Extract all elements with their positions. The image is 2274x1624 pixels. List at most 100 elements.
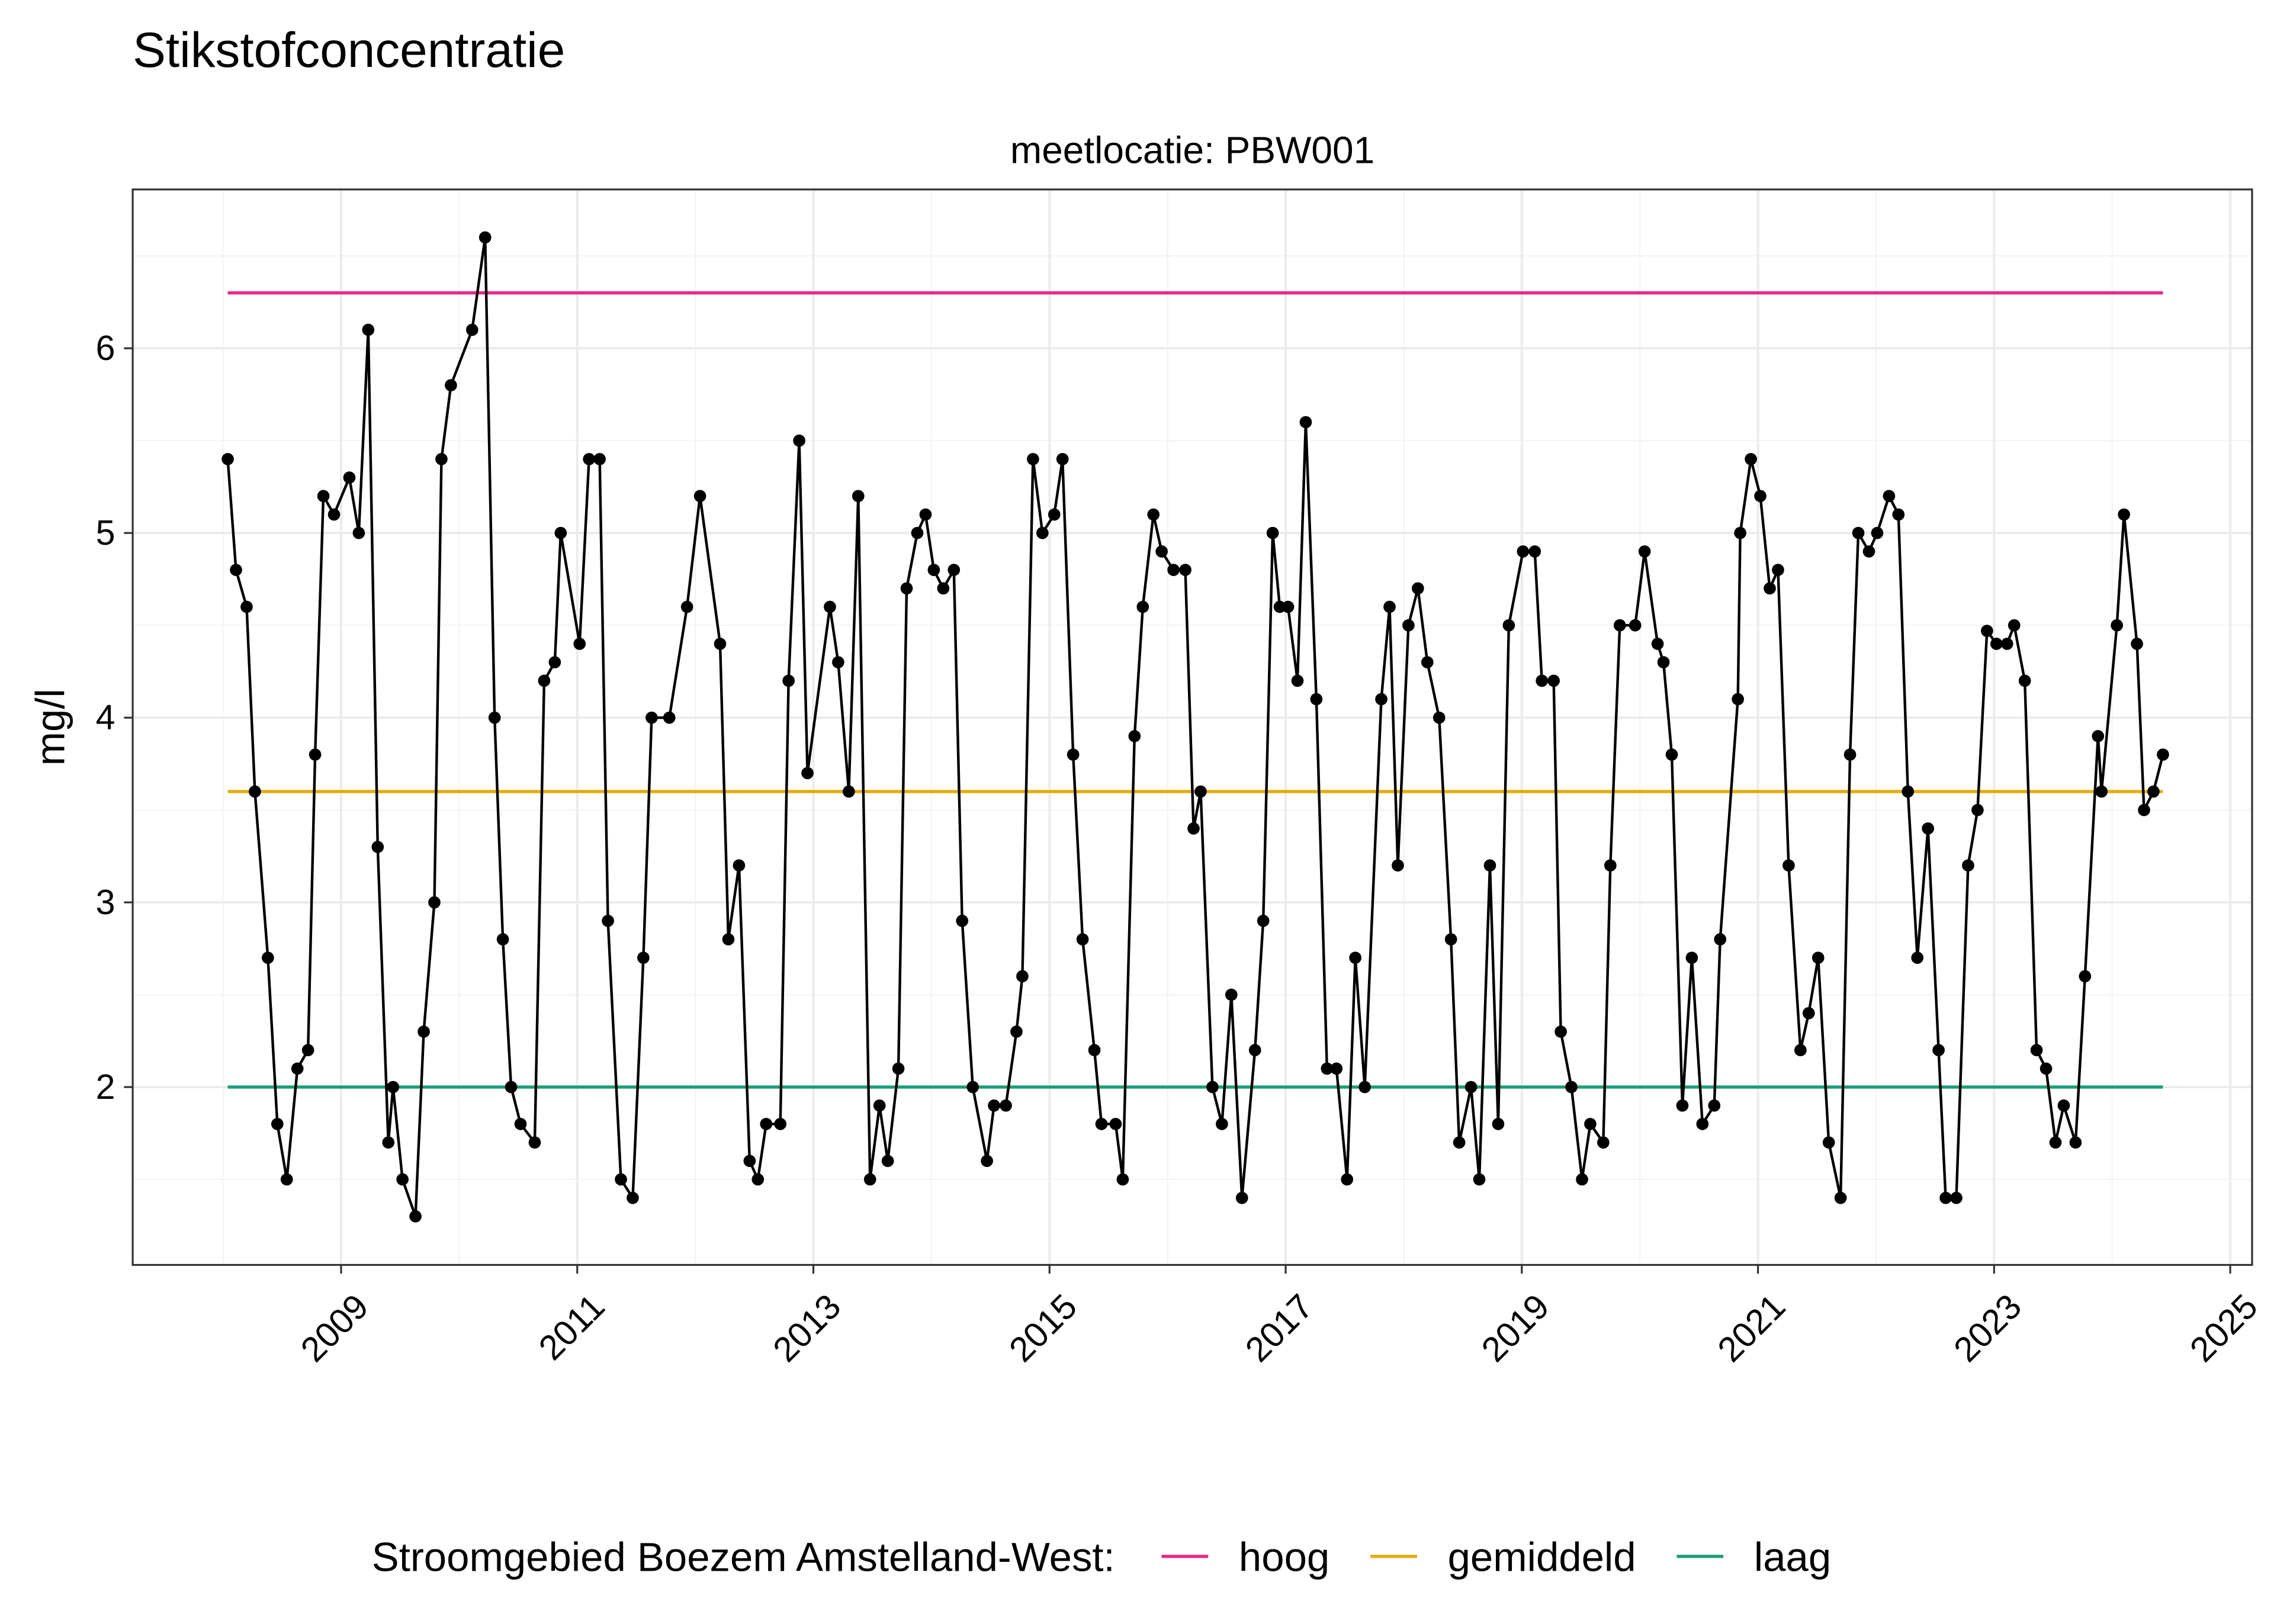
data-point (919, 508, 932, 521)
data-point (1852, 526, 1865, 539)
data-point (230, 564, 242, 576)
data-point (1330, 1062, 1343, 1075)
data-point (1638, 545, 1651, 558)
data-point (602, 914, 614, 927)
y-tick-label: 2 (96, 1067, 115, 1107)
data-point (428, 896, 441, 909)
data-point (1745, 453, 1757, 465)
data-point (262, 951, 274, 964)
data-point (1502, 619, 1515, 632)
data-point (1321, 1062, 1334, 1075)
data-point (409, 1210, 422, 1223)
data-point (362, 323, 375, 336)
data-point (1517, 545, 1530, 558)
data-point (371, 841, 384, 853)
data-point (1402, 619, 1415, 632)
data-point (793, 434, 805, 447)
data-point (1147, 508, 1160, 521)
data-point (1375, 693, 1387, 706)
data-point (1794, 1044, 1807, 1057)
data-point (1576, 1173, 1588, 1186)
data-point (1862, 545, 1875, 558)
data-point (863, 1173, 876, 1186)
legend: Stroomgebied Boezem Amstelland-West: hoo… (372, 1534, 1831, 1580)
data-point (1473, 1173, 1486, 1186)
data-point (538, 674, 551, 687)
data-point (645, 711, 658, 724)
data-point (528, 1136, 541, 1149)
data-point (2030, 1044, 2043, 1057)
data-point (1754, 490, 1766, 503)
data-point (1565, 1080, 1578, 1094)
y-tick-label: 3 (96, 883, 115, 922)
data-point (435, 453, 448, 465)
data-point (948, 564, 961, 576)
data-point (637, 951, 650, 964)
data-point (956, 914, 969, 927)
data-point (852, 490, 865, 503)
data-point (1932, 1044, 1945, 1057)
data-point (743, 1155, 756, 1168)
data-point (722, 933, 735, 946)
data-point (1136, 600, 1149, 613)
data-point (2157, 748, 2169, 761)
data-point (1109, 1118, 1122, 1130)
data-point (1016, 970, 1029, 983)
data-point (1216, 1118, 1228, 1130)
data-point (1843, 748, 1857, 761)
data-point (1834, 1191, 1847, 1204)
data-point (1782, 859, 1795, 872)
data-point (1696, 1118, 1709, 1130)
data-point (751, 1173, 765, 1186)
data-point (271, 1118, 284, 1130)
data-point (352, 526, 365, 539)
data-point (1412, 582, 1424, 595)
legend-title: Stroomgebied Boezem Amstelland-West: (372, 1534, 1115, 1580)
data-point (760, 1118, 773, 1130)
y-tick-label: 5 (96, 513, 115, 552)
data-point (1048, 508, 1061, 521)
data-point (1257, 914, 1270, 927)
data-point (1528, 545, 1541, 558)
data-point (1088, 1044, 1101, 1057)
data-point (2018, 674, 2031, 687)
data-point (445, 379, 457, 391)
data-point (221, 453, 234, 465)
data-point (1194, 785, 1207, 798)
data-point (291, 1062, 304, 1075)
data-point (1950, 1191, 1963, 1204)
data-point (309, 748, 322, 761)
data-point (1235, 1191, 1248, 1204)
chart-title: Stikstofconcentratie (133, 22, 565, 78)
data-point (1056, 453, 1069, 465)
data-point (2000, 638, 2013, 650)
data-point (1349, 951, 1362, 964)
data-point (1266, 526, 1279, 539)
data-point (1483, 859, 1496, 872)
data-point (842, 785, 855, 798)
data-point (1187, 822, 1200, 835)
data-point (911, 526, 924, 539)
data-point (1772, 564, 1784, 576)
data-point (1179, 564, 1191, 576)
data-point (1685, 951, 1698, 964)
data-point (2092, 730, 2105, 742)
data-point (1922, 822, 1935, 835)
data-point (873, 1099, 886, 1112)
data-point (1708, 1099, 1721, 1112)
data-point (1657, 656, 1670, 668)
data-point (1492, 1118, 1505, 1130)
data-point (343, 471, 356, 484)
data-point (1604, 859, 1617, 872)
data-point (1291, 674, 1304, 687)
data-point (1036, 526, 1049, 539)
data-point (1554, 1025, 1567, 1038)
data-point (1392, 859, 1404, 872)
data-point (782, 674, 795, 687)
data-point (2147, 785, 2160, 798)
data-point (1732, 693, 1745, 706)
data-point (881, 1155, 894, 1168)
data-point (733, 859, 746, 872)
